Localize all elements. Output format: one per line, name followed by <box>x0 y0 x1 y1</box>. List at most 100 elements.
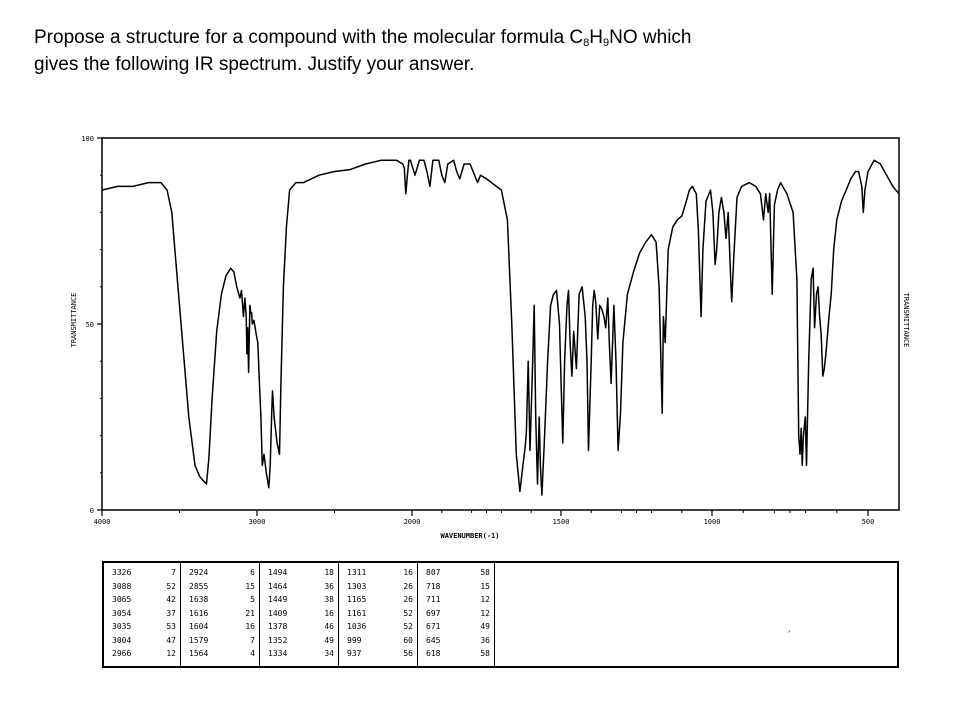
peak-transmittance: 36 <box>324 581 334 591</box>
peak-transmittance: 47 <box>166 635 176 645</box>
peak-transmittance: 52 <box>166 581 176 591</box>
peak-transmittance: 5 <box>250 595 255 604</box>
peak-row: 1449 38 <box>268 593 334 607</box>
peak-wavenumber: 937 <box>347 649 362 658</box>
peak-transmittance: 16 <box>324 608 334 618</box>
peak-table-column: 1494 18 1464 36 1449 38 1409 16 1378 46 1352 49 1334… <box>260 563 339 666</box>
peak-wavenumber: 1165 <box>347 595 367 604</box>
peak-wavenumber: 718 <box>426 581 441 591</box>
x-tick-label: 1000 <box>704 518 721 526</box>
peak-row: 1036 52 <box>347 620 413 634</box>
peak-row: 697 12 <box>426 607 490 621</box>
peak-wavenumber: 1564 <box>189 649 209 658</box>
peak-wavenumber: 3035 <box>112 622 132 631</box>
peak-table-blank-area: ´ <box>495 563 897 666</box>
x-tick-label: 1500 <box>553 518 570 526</box>
peak-row: 1604 16 <box>189 620 255 634</box>
carbon-subscript: 8 <box>583 37 590 49</box>
x-tick-label: 3000 <box>249 518 266 526</box>
y-tick-label: 0 <box>90 507 94 515</box>
peak-transmittance: 36 <box>480 635 490 645</box>
peak-wavenumber: 999 <box>347 635 362 645</box>
peak-wavenumber: 1638 <box>189 595 209 604</box>
peak-wavenumber: 1616 <box>189 608 209 618</box>
peak-transmittance: 12 <box>166 649 176 658</box>
peak-transmittance: 7 <box>171 568 176 577</box>
y-axis-label-left: TRANSMITTANCE <box>70 293 78 348</box>
peak-row: 711 12 <box>426 593 490 607</box>
y-tick-label: 100 <box>81 135 94 143</box>
peak-transmittance: 12 <box>480 595 490 604</box>
peak-wavenumber: 1449 <box>268 595 288 604</box>
x-axis-label: WAVENUMBER(-1) <box>440 532 499 540</box>
peak-row: 1334 34 <box>268 647 334 661</box>
peak-wavenumber: 2966 <box>112 649 132 658</box>
peak-wavenumber: 1604 <box>189 622 209 631</box>
peak-row: 1378 46 <box>268 620 334 634</box>
plot-frame <box>101 137 900 511</box>
peak-row: 618 58 <box>426 647 490 661</box>
peak-wavenumber: 3004 <box>112 635 132 645</box>
peak-transmittance: 49 <box>324 635 334 645</box>
peak-transmittance: 60 <box>403 635 413 645</box>
peak-transmittance: 21 <box>245 608 255 618</box>
peak-wavenumber: 3065 <box>112 595 132 604</box>
peak-transmittance: 7 <box>250 635 255 645</box>
peak-transmittance: 6 <box>250 568 255 577</box>
stray-mark: ´ <box>786 631 792 641</box>
peak-row: 2855 15 <box>189 580 255 594</box>
peak-row: 1638 5 <box>189 593 255 607</box>
peak-wavenumber: 1464 <box>268 581 288 591</box>
peak-wavenumber: 697 <box>426 608 441 618</box>
peak-row: 3065 42 <box>112 593 176 607</box>
peak-wavenumber: 1311 <box>347 568 367 577</box>
peak-wavenumber: 1036 <box>347 622 367 631</box>
peak-table-column: 1311 16 1303 26 1165 26 1161 52 1036 52 999 60 937 56 <box>339 563 418 666</box>
peak-row: 1409 16 <box>268 607 334 621</box>
hydrogen-letter: H <box>589 27 604 48</box>
peak-transmittance: 15 <box>480 581 490 591</box>
peak-wavenumber: 1303 <box>347 581 367 591</box>
question-line1-a: Propose a structure for a compound with … <box>34 27 584 48</box>
peak-table-column: 2924 6 2855 15 1638 5 1616 21 1604 16 1579 7 1564 4 <box>181 563 260 666</box>
y-axis-label-right: TRANSMITTANCE <box>902 293 910 348</box>
chart-axes <box>101 137 900 511</box>
peak-row: 3088 52 <box>112 580 176 594</box>
peak-wavenumber: 1334 <box>268 649 288 658</box>
peak-wavenumber: 645 <box>426 635 441 645</box>
peak-wavenumber: 2924 <box>189 568 209 577</box>
peak-wavenumber: 671 <box>426 622 441 631</box>
question-line1-b: NO which <box>609 27 692 48</box>
peak-wavenumber: 2855 <box>189 581 209 591</box>
peak-wavenumber: 1494 <box>268 568 288 577</box>
x-tick-label: 4000 <box>94 518 111 526</box>
peak-transmittance: 26 <box>403 581 413 591</box>
peak-transmittance: 34 <box>324 649 334 658</box>
peak-transmittance: 52 <box>403 608 413 618</box>
peak-row: 999 60 <box>347 634 413 648</box>
peak-transmittance: 52 <box>403 622 413 631</box>
peak-transmittance: 56 <box>403 649 413 658</box>
peak-row: 645 36 <box>426 634 490 648</box>
peak-transmittance: 58 <box>480 568 490 577</box>
peak-wavenumber: 1409 <box>268 608 288 618</box>
peak-transmittance: 42 <box>166 595 176 604</box>
peak-wavenumber: 1161 <box>347 608 367 618</box>
peak-wavenumber: 1352 <box>268 635 288 645</box>
peak-row: 3326 7 <box>112 566 176 580</box>
x-tick-label: 500 <box>862 518 875 526</box>
peak-transmittance: 53 <box>166 622 176 631</box>
peak-transmittance: 15 <box>245 581 255 591</box>
peak-transmittance: 18 <box>324 568 334 577</box>
peak-row: 718 15 <box>426 580 490 594</box>
peak-row: 807 58 <box>426 566 490 580</box>
question-text: Propose a structure for a compound with … <box>34 24 934 78</box>
peak-row: 1165 26 <box>347 593 413 607</box>
peak-row: 1352 49 <box>268 634 334 648</box>
peak-row: 3004 47 <box>112 634 176 648</box>
peak-row: 1311 16 <box>347 566 413 580</box>
peak-wavenumber: 1378 <box>268 622 288 631</box>
peak-row: 3054 37 <box>112 607 176 621</box>
